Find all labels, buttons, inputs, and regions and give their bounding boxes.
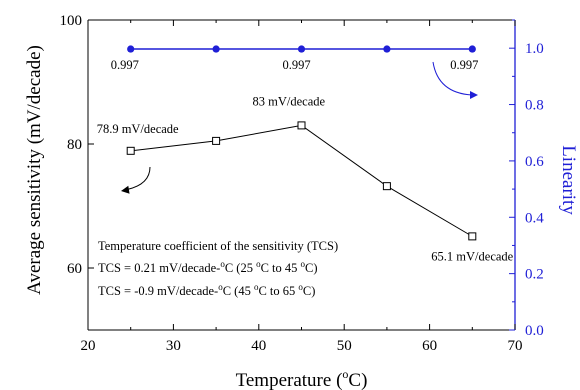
x-tick-label: 50 <box>337 338 352 354</box>
sensitivity-point <box>212 136 221 145</box>
linearity-point <box>468 45 476 53</box>
tcs-annotation: Temperature coefficient of the sensitivi… <box>98 239 338 298</box>
sensitivity-axis-arrow-head <box>121 185 130 194</box>
linearity-point <box>383 45 391 53</box>
y-left-axis-title: Average sensitivity (mV/decade) <box>24 45 45 295</box>
x-tick-label: 20 <box>81 338 96 354</box>
tcs-heading: Temperature coefficient of the sensitivi… <box>98 239 338 253</box>
linearity-point <box>297 45 306 53</box>
text-run: C) <box>303 284 316 298</box>
x-tick-label: 70 <box>508 338 523 354</box>
linearity-point <box>127 45 135 53</box>
x-axis-title-sup: o <box>342 367 348 381</box>
superscript: o <box>218 282 223 292</box>
annotation-arrows <box>121 61 478 194</box>
y-left-tick-label: 60 <box>67 261 82 277</box>
sensitivity-line <box>130 124 473 237</box>
sensitivity-point <box>126 146 135 155</box>
x-tick-label: 60 <box>422 338 437 354</box>
linearity-axis-arrow <box>432 61 473 96</box>
point-label: 0.997 <box>111 58 139 72</box>
y-axis-left: 60 80 100 Average sensitivity (mV/decade) <box>24 13 94 295</box>
point-labels: 78.9 mV/decade 83 mV/decade 65.1 mV/decade… <box>97 58 514 263</box>
y-right-tick-label: 0.6 <box>525 154 544 170</box>
x-tick-label: 30 <box>166 338 181 354</box>
point-label: 0.997 <box>450 58 478 72</box>
tcs-line-1: TCS = 0.21 mV/decade-oC (25 oC to 45 oC) <box>98 259 318 275</box>
superscript: o <box>254 282 259 292</box>
y-right-axis-title: Linearity <box>558 145 579 215</box>
y-right-tick-label: 0.4 <box>525 210 544 226</box>
text-run: TCS = -0.9 mV/decade- <box>98 284 218 298</box>
text-run: C to 65 <box>258 284 298 298</box>
linearity-point <box>212 45 220 53</box>
text-run: TCS = 0.21 mV/decade- <box>98 261 220 275</box>
text-run: C (45 <box>223 284 254 298</box>
sensitivity-point <box>382 182 391 191</box>
x-axis-title-end: C) <box>348 370 367 390</box>
y-right-tick-label: 0.8 <box>525 98 544 114</box>
point-label: 83 mV/decade <box>253 94 326 108</box>
text-run: C) <box>305 261 318 275</box>
y-right-tick-label: 0.2 <box>525 267 544 283</box>
point-label: 65.1 mV/decade <box>431 249 513 263</box>
y-left-tick-label: 80 <box>67 137 82 153</box>
tcs-line-2: TCS = -0.9 mV/decade-oC (45 oC to 65 oC) <box>98 282 315 298</box>
sensitivity-point <box>468 232 477 241</box>
text-run: C to 45 <box>261 261 301 275</box>
y-right-tick-label: 0.0 <box>525 323 544 339</box>
point-label: 78.9 mV/decade <box>97 122 179 136</box>
superscript: o <box>301 259 306 269</box>
y-axis-right: 0.0 0.2 0.4 0.6 0.8 1.0 Linearity <box>509 19 579 339</box>
superscript: o <box>298 282 303 292</box>
y-left-tick-label: 100 <box>60 13 83 29</box>
point-label: 0.997 <box>283 58 311 72</box>
linearity-axis-arrow-head <box>470 91 478 99</box>
x-axis-title: Temperature (oC) <box>236 367 368 390</box>
y-right-tick-label: 1.0 <box>525 41 544 57</box>
x-tick-label: 40 <box>251 338 266 354</box>
sensitivity-axis-arrow <box>124 166 151 191</box>
series-layer <box>126 45 477 241</box>
superscript: o <box>256 259 261 269</box>
sensitivity-point <box>297 121 306 130</box>
superscript: o <box>220 259 225 269</box>
x-axis-title-main: Temperature ( <box>236 370 343 390</box>
text-run: C (25 <box>225 261 256 275</box>
